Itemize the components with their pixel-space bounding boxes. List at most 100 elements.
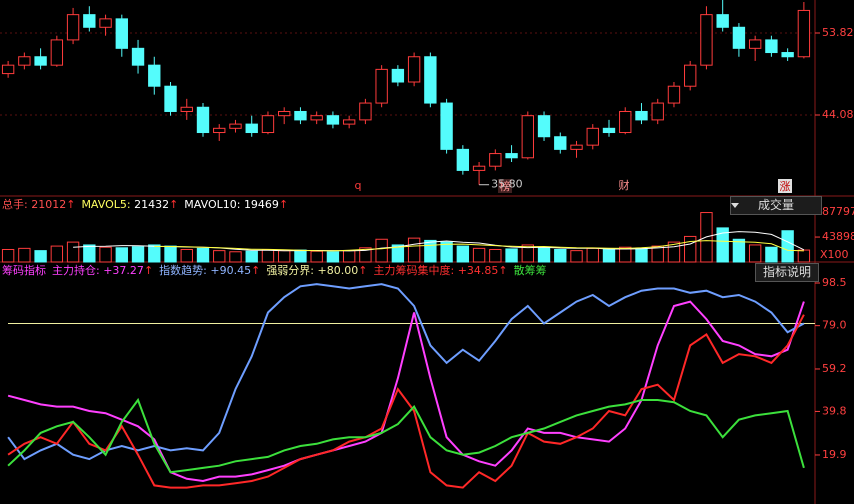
legend-name: 主力筹码集中度: [373,264,455,277]
volume-bar [34,250,47,263]
candle-body [489,153,502,167]
dropdown-arrow [731,203,739,208]
candle-body [310,115,323,121]
rise-mark: ↑ [143,264,154,277]
volume-bar [229,251,242,263]
candle-body [472,165,486,171]
rise-mark: ↑ [278,198,289,211]
candle-body [505,153,518,159]
candle-body [667,85,681,104]
y-tick-label: 43898 [822,230,854,243]
legend-value: +90.45 [210,264,252,277]
candle-body [602,127,616,134]
volume-bar [99,246,112,263]
selector-label: 成交量 [757,198,794,212]
legend-value: 21012 [31,198,67,211]
event-mark[interactable]: 财 [619,178,630,192]
candle-body [34,56,47,66]
candle-body [440,102,453,150]
volume-bar [570,250,583,263]
y-tick-label: 53.82 [822,26,854,39]
volume-bar [537,246,551,263]
candle-body [781,52,794,58]
volume-bar [586,247,599,263]
candle-body [261,115,275,134]
candle-body [342,119,356,125]
volume-bar [732,238,746,263]
candle-body [245,123,258,134]
volume-bar [472,247,486,263]
event-mark[interactable]: 涨 [780,180,791,193]
event-mark[interactable]: q [355,179,362,192]
candle-body [213,127,226,134]
volume-bar [164,245,177,263]
indicator-line [7,314,805,489]
legend-name: 强弱分界: [266,264,315,277]
unit-label: X100 [820,248,849,261]
volume-bar [66,241,80,263]
y-tick-label: 59.2 [822,362,847,375]
candle-body [1,64,15,75]
candle-body [18,56,31,66]
volume-bar [667,241,681,263]
volume-bar [1,248,15,263]
volume-bar [196,247,210,263]
candle-body [115,18,128,49]
y-tick-label: 79.0 [822,319,847,332]
volume-bar [50,245,64,263]
indicator-line [7,300,805,483]
candle-body [229,123,242,129]
candle-body [700,14,713,66]
candle-body [164,85,177,112]
indicator-legend: 筹码指标 主力持仓: +37.27↑ 指数趋势: +90.45↑ 强弱分界: +… [2,263,547,279]
candle-body [732,26,746,49]
y-tick-label: 19.9 [822,448,847,461]
candle-body [797,9,811,58]
volume-bar [278,250,291,263]
y-tick-label: 44.08 [822,108,854,121]
legend-name: MAVOL10: [184,198,241,211]
candle-body [391,68,405,83]
rise-mark: ↑ [66,198,76,211]
volume-bar [505,248,518,263]
volume-bar [781,230,794,263]
volume-bar [716,227,729,263]
volume-bar [261,248,275,263]
candle-body [375,68,388,104]
candle-body [586,127,599,146]
y-tick-label: 39.8 [822,404,847,417]
candle-body [278,110,291,117]
candle-body [66,14,80,41]
candle-body [359,102,372,121]
candle-body [50,39,64,66]
legend-name: 散筹筹 [513,264,547,277]
candle-body [407,56,421,83]
candle-body [424,56,437,104]
rise-mark: ↑ [169,198,179,211]
ma-line [154,240,804,252]
indicator-line [7,397,805,474]
legend-value: 21432 [134,198,170,211]
legend-name: MAVOL5: [81,198,131,211]
rise-mark: ↑ [358,264,368,277]
help-button[interactable]: 指标说明 [755,263,819,282]
candle-body [765,39,778,54]
event-mark[interactable]: 榜 [500,179,511,193]
volume-bar [521,244,534,263]
candle-body [196,106,210,134]
volume-bar [375,238,388,263]
volume-bar [18,247,31,263]
indicator-selector[interactable]: 成交量 [730,196,822,215]
volume-bar [148,244,161,263]
volume-bar [797,249,811,263]
candle-body [521,115,534,159]
volume-bar [213,250,226,263]
legend-value: +34.85 [457,264,499,277]
volume-bar [294,249,307,263]
rise-mark: ↑ [251,264,261,277]
candle-body [651,102,664,121]
volume-bar [554,248,567,263]
candle-body [180,106,193,112]
